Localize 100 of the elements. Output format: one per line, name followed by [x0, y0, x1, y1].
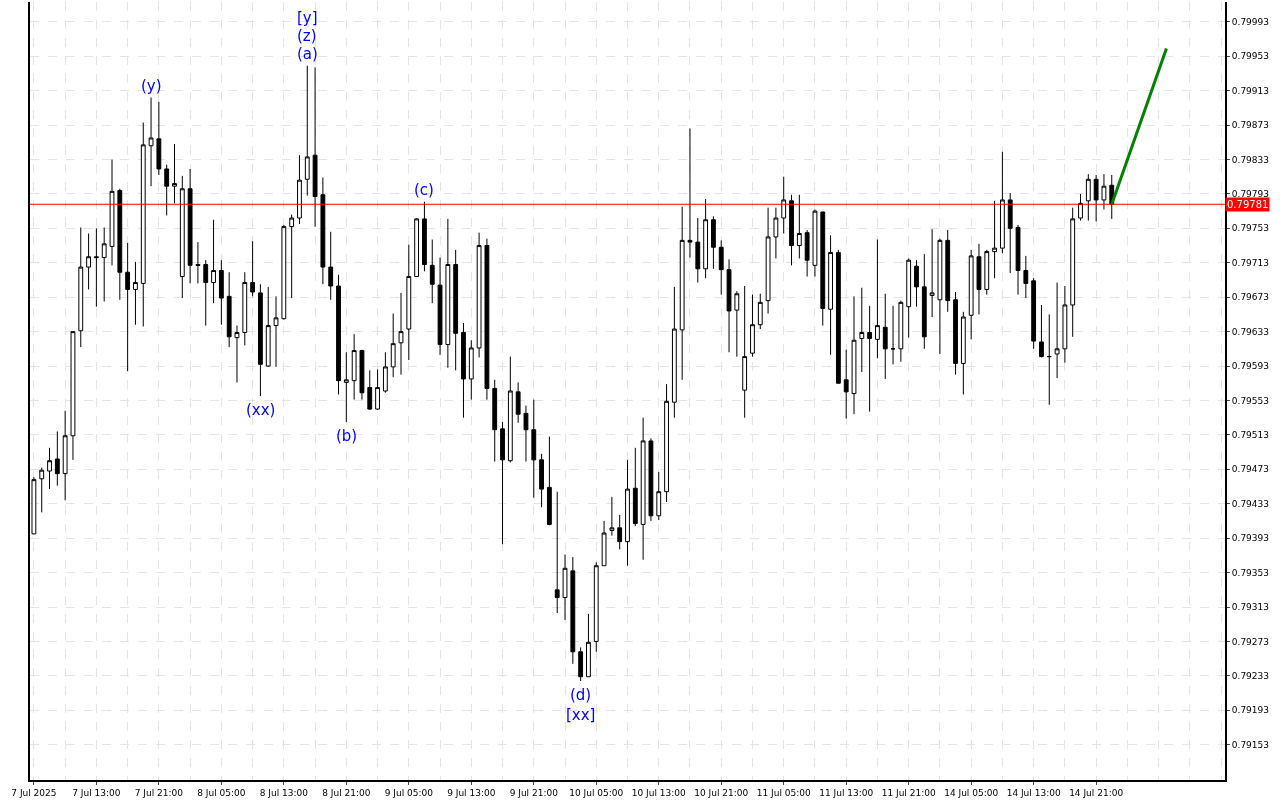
candlestick [515, 381, 521, 424]
candlestick [328, 231, 334, 301]
candlestick [804, 229, 810, 278]
candlestick [218, 259, 224, 326]
candlestick [429, 239, 435, 304]
candlestick [250, 240, 256, 297]
candlestick [531, 399, 537, 499]
candlestick [843, 349, 849, 420]
candlestick [578, 646, 584, 682]
candlestick [1039, 304, 1044, 358]
y-tick-label: 0.79433 [1231, 498, 1270, 509]
candlestick [500, 421, 505, 545]
y-tick-label: 0.79713 [1231, 257, 1270, 268]
candlestick [1015, 224, 1021, 296]
candlestick [757, 293, 763, 330]
annotation: (y) [141, 77, 162, 95]
y-tick-label: 0.79393 [1231, 533, 1270, 544]
candlestick [914, 259, 919, 308]
candlestick [867, 305, 873, 413]
candlestick [750, 294, 755, 358]
candlestick [140, 121, 146, 327]
annotation: (b) [336, 427, 358, 445]
candlestick [898, 300, 904, 363]
candlestick [976, 243, 982, 315]
candlestick [1062, 285, 1068, 364]
candlestick [1007, 192, 1013, 274]
candlestick [414, 217, 420, 278]
candlestick [820, 211, 826, 327]
candlestick [343, 351, 349, 423]
candlestick [257, 283, 263, 397]
candlestick [156, 101, 162, 176]
candlestick [273, 295, 279, 368]
candlestick [359, 349, 365, 401]
y-tick-label: 0.79753 [1231, 223, 1270, 234]
y-tick-label: 0.79993 [1231, 16, 1270, 27]
candlestick [625, 459, 630, 567]
candlestick [211, 219, 216, 304]
candlestick [617, 514, 623, 550]
y-tick-label: 0.79233 [1231, 671, 1270, 682]
candlestick [570, 556, 576, 665]
candlestick [851, 295, 857, 415]
x-tick-label: 9 Jul 13:00 [447, 787, 496, 798]
candlestick [312, 66, 318, 228]
candlestick [1054, 282, 1060, 379]
candlestick [492, 379, 498, 463]
x-tick-label: 7 Jul 13:00 [72, 787, 121, 798]
candlestick [203, 259, 209, 327]
candlestick [921, 253, 927, 350]
candlestick [593, 561, 599, 653]
annotation: (xx) [246, 401, 276, 419]
x-tick-label: 11 Jul 05:00 [756, 787, 811, 798]
candlestick [125, 242, 131, 372]
candlestick [554, 491, 560, 614]
candlestick [187, 168, 193, 284]
candlestick [937, 238, 943, 355]
candlestick [562, 554, 568, 621]
candlestick [859, 287, 865, 373]
x-tick-label: 8 Jul 05:00 [197, 787, 246, 798]
y-tick-label: 0.79313 [1231, 602, 1270, 613]
candlestick [586, 613, 591, 678]
candlestick [281, 224, 287, 321]
candlestick [835, 249, 841, 384]
candlestick [297, 154, 302, 225]
candlestick [703, 198, 709, 279]
candlestick [507, 356, 513, 463]
candlestick [765, 207, 771, 315]
x-tick-label: 9 Jul 21:00 [509, 787, 559, 798]
candlestick [679, 206, 685, 381]
candlestick [992, 200, 998, 279]
candlestick [953, 291, 958, 376]
candlestick [62, 410, 68, 501]
candlestick [390, 313, 396, 378]
x-tick-label: 8 Jul 13:00 [259, 787, 309, 798]
candlestick [695, 217, 701, 284]
candlestick [234, 325, 240, 383]
candlestick [968, 249, 974, 340]
candlestick [1085, 173, 1091, 222]
candlestick [453, 249, 459, 371]
candlestick [906, 257, 912, 339]
candlestick [539, 453, 544, 508]
candlestick [632, 447, 638, 527]
candlestick [78, 226, 84, 348]
x-tick-label: 14 Jul 13:00 [1006, 787, 1061, 798]
x-tick-label: 11 Jul 13:00 [819, 787, 874, 798]
candlestick [609, 496, 615, 537]
y-tick-label: 0.79833 [1231, 154, 1270, 165]
candlestick [1023, 255, 1029, 299]
candlestick [179, 175, 185, 299]
candlestick [195, 241, 201, 284]
candlestick [172, 143, 177, 204]
candlestick [351, 333, 357, 401]
candlestick [734, 290, 740, 358]
x-tick-label: 11 Jul 21:00 [881, 787, 936, 798]
candlestick [929, 228, 935, 318]
candlestick [960, 311, 966, 395]
candlestick [289, 214, 295, 299]
annotation: (c) [414, 181, 434, 199]
candlestick [445, 218, 451, 369]
x-tick-label: 7 Jul 2025 [11, 787, 57, 798]
y-tick-label: 0.79633 [1231, 326, 1270, 337]
